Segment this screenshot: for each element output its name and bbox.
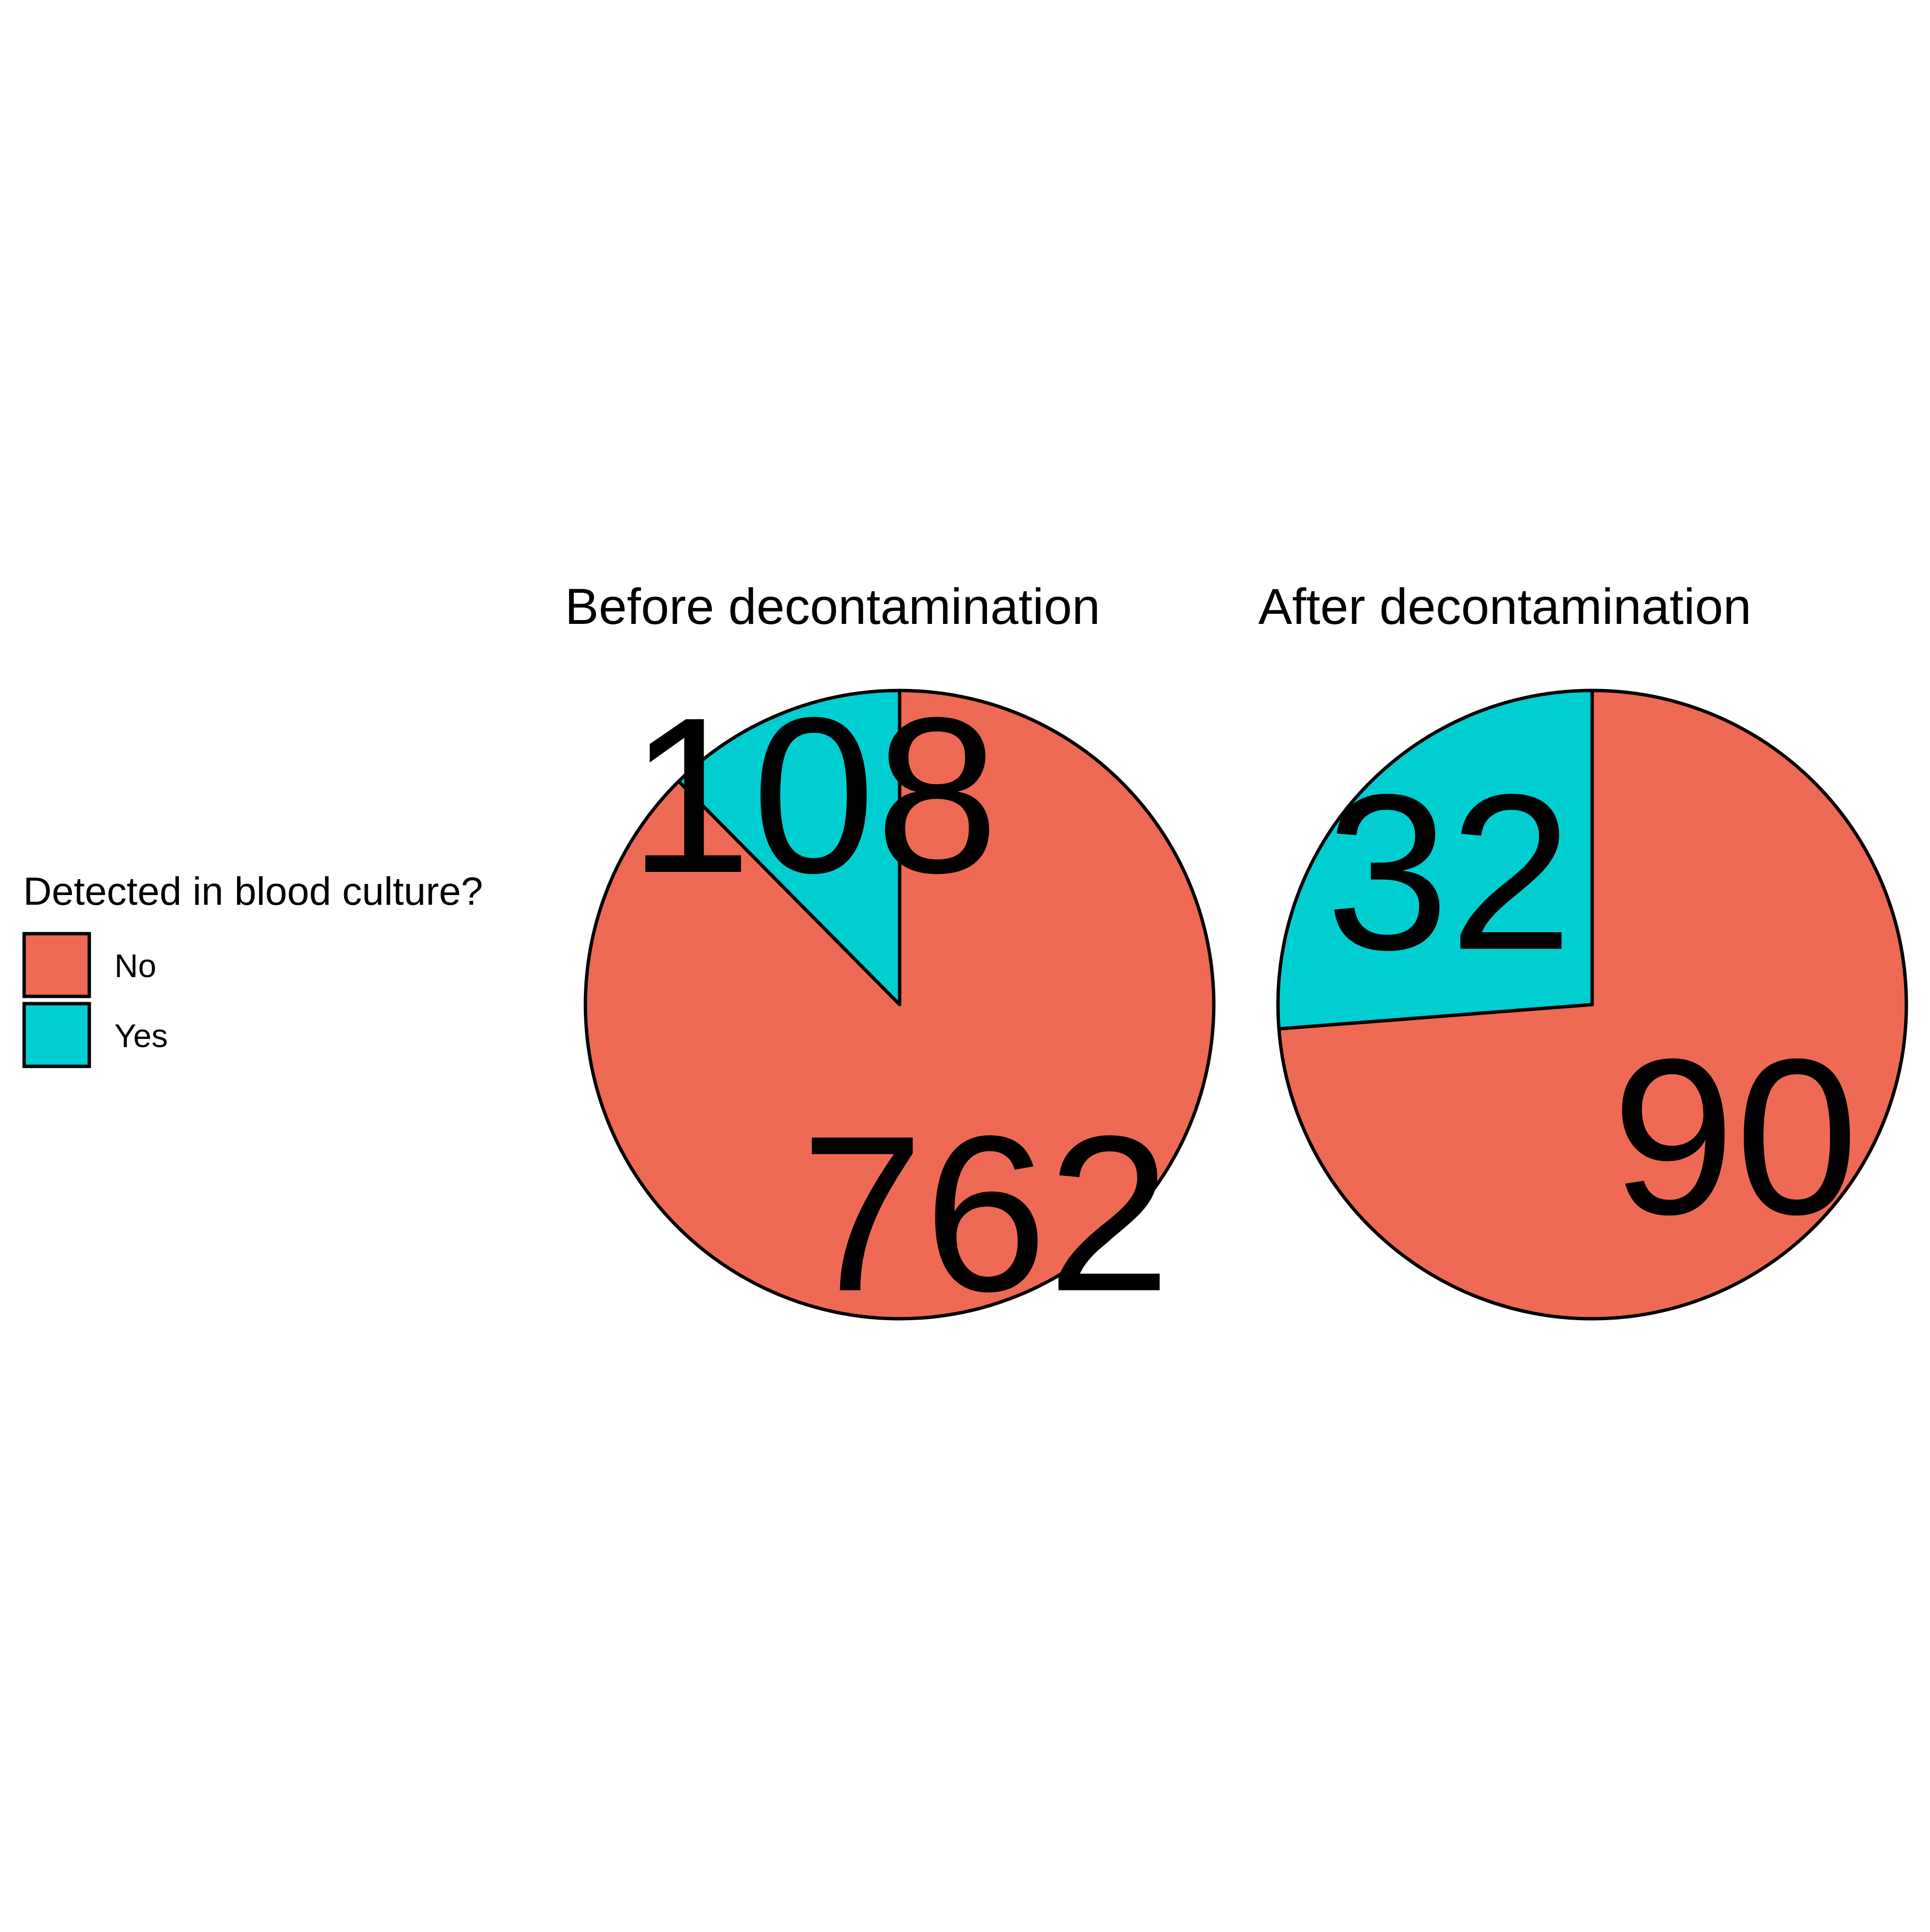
panel-title-before: Before decontamination (565, 579, 1100, 635)
pie-value-label-before-yes: 108 (628, 672, 999, 919)
pie-value-label-before-no: 762 (800, 1090, 1171, 1338)
pie-slice-before-no (583, 689, 1216, 1321)
legend-swatch-yes (22, 1002, 91, 1068)
legend-swatch-no (22, 932, 91, 998)
pie-value-label-after-no: 90 (1611, 1013, 1859, 1261)
pie-slices-before (583, 689, 1216, 1321)
legend-label-yes: Yes (114, 1018, 168, 1054)
pie-slice-before-yes (677, 689, 902, 1007)
pie-labels-before: 108 762 (628, 672, 1171, 1338)
legend-label-no: No (114, 948, 156, 984)
legend-title: Detected in blood culture? (23, 869, 483, 913)
legend: Detected in blood culture? No Yes (22, 869, 483, 1068)
pie-slice-after-no (1277, 689, 1908, 1321)
pie-slice-after-yes (1276, 689, 1594, 1031)
panel-title-after: After decontamination (1258, 579, 1751, 635)
pie-slices-after (1276, 689, 1908, 1321)
pie-panel-before: Before decontamination 108 762 (565, 579, 1216, 1338)
pie-value-label-after-yes: 32 (1326, 748, 1573, 996)
